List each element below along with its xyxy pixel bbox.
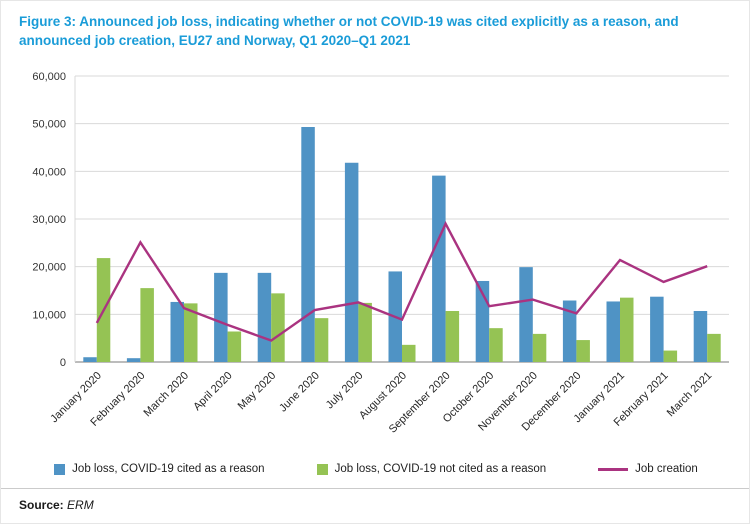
legend-item-not-cited: Job loss, COVID-19 not cited as a reason bbox=[316, 463, 547, 475]
bar-job-loss-cited bbox=[562, 300, 577, 362]
chart-legend: Job loss, COVID-19 cited as a reason Job… bbox=[1, 463, 749, 475]
bar-job-loss-not-cited bbox=[227, 331, 242, 362]
figure-title-line2: announced job creation, EU27 and Norway,… bbox=[19, 33, 411, 48]
legend-item-job-creation: Job creation bbox=[598, 463, 698, 475]
bar-job-loss-not-cited bbox=[271, 293, 285, 362]
bar-job-loss-cited bbox=[432, 175, 446, 362]
bar-job-loss-cited bbox=[257, 272, 272, 362]
legend-swatch-not-cited bbox=[316, 463, 328, 475]
y-tick-label: 30,000 bbox=[32, 214, 66, 226]
source-note: Source: ERM bbox=[19, 498, 94, 512]
bar-job-loss-cited bbox=[606, 301, 620, 362]
y-tick-label: 10,000 bbox=[32, 309, 66, 321]
bar-job-loss-not-cited bbox=[402, 344, 416, 362]
bar-job-loss-not-cited bbox=[576, 340, 590, 362]
bar-job-loss-not-cited bbox=[707, 333, 721, 362]
legend-swatch-job-creation-line bbox=[598, 467, 629, 471]
y-tick-label: 20,000 bbox=[32, 262, 66, 274]
x-tick-label: May 2020 bbox=[236, 370, 279, 413]
bar-job-loss-cited bbox=[301, 127, 315, 363]
figure-title: Figure 3: Announced job loss, indicating… bbox=[19, 12, 731, 50]
x-tick-label: April 2020 bbox=[191, 370, 235, 414]
bar-job-loss-cited bbox=[650, 296, 664, 362]
x-tick-label: March 2021 bbox=[665, 370, 715, 420]
y-tick-label: 40,000 bbox=[32, 166, 66, 178]
bar-job-loss-cited bbox=[519, 267, 533, 362]
y-tick-label: 0 bbox=[60, 357, 66, 369]
bar-job-loss-not-cited bbox=[620, 297, 634, 362]
bar-job-loss-not-cited bbox=[445, 310, 460, 362]
bar-job-loss-cited bbox=[214, 272, 228, 362]
y-tick-label: 60,000 bbox=[32, 71, 66, 83]
bar-job-loss-cited bbox=[344, 162, 359, 362]
legend-label-cited: Job loss, COVID-19 cited as a reason bbox=[72, 463, 265, 475]
bar-job-loss-cited bbox=[170, 301, 184, 362]
legend-label-job-creation: Job creation bbox=[635, 463, 698, 475]
source-label: Source: bbox=[19, 498, 64, 512]
legend-swatch-cited bbox=[54, 463, 66, 475]
y-tick-label: 50,000 bbox=[32, 119, 66, 131]
legend-item-cited: Job loss, COVID-19 cited as a reason bbox=[54, 463, 265, 475]
bar-job-loss-not-cited bbox=[489, 328, 503, 362]
bar-job-loss-cited bbox=[126, 358, 141, 362]
job-creation-line bbox=[95, 221, 708, 342]
x-tick-label: June 2020 bbox=[277, 370, 322, 415]
bar-job-loss-not-cited bbox=[663, 350, 678, 362]
source-value: ERM bbox=[67, 498, 94, 512]
bar-job-loss-cited bbox=[693, 310, 708, 362]
bar-job-loss-not-cited bbox=[358, 302, 372, 362]
bar-job-loss-not-cited bbox=[140, 288, 154, 362]
bar-job-loss-not-cited bbox=[532, 333, 547, 362]
x-tick-label: July 2020 bbox=[324, 370, 366, 412]
bar-job-loss-not-cited bbox=[314, 318, 329, 362]
bar-job-loss-cited bbox=[83, 357, 97, 362]
legend-label-not-cited: Job loss, COVID-19 not cited as a reason bbox=[334, 463, 547, 475]
figure-title-line1: Figure 3: Announced job loss, indicating… bbox=[19, 14, 679, 29]
footer-divider bbox=[1, 488, 749, 489]
x-tick-label: March 2020 bbox=[142, 370, 192, 420]
bar-job-loss-not-cited bbox=[184, 303, 198, 362]
